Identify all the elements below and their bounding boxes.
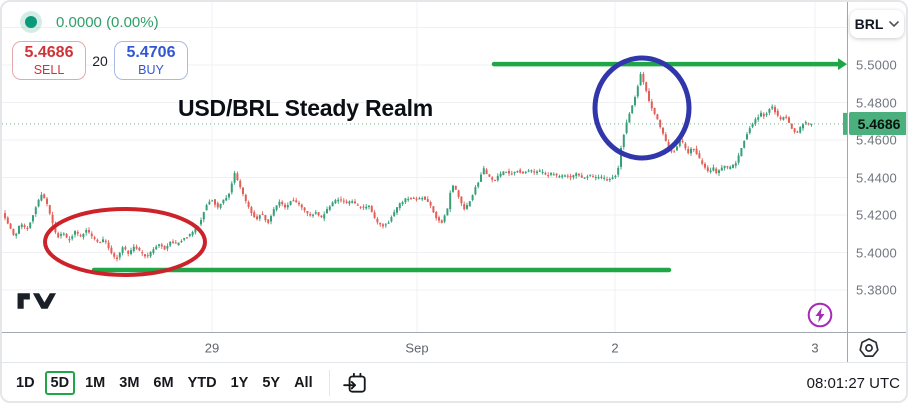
price-axis-label: 5.3800 [856, 282, 897, 298]
buy-label: BUY [138, 62, 164, 77]
range-selector: 1D 5D 1M 3M 6M YTD 1Y 5Y All [2, 370, 313, 396]
price-axis-label: 5.4600 [856, 132, 897, 148]
price-change-text: 0.0000 (0.00%) [56, 14, 159, 31]
range-button-3m[interactable]: 3M [119, 374, 140, 391]
chevron-down-icon [889, 21, 900, 27]
tradingview-logo-icon[interactable] [16, 289, 56, 313]
time-axis-label: 2 [611, 340, 619, 355]
range-button-5d[interactable]: 5D [44, 370, 76, 396]
range-button-1y[interactable]: 1Y [230, 374, 249, 391]
price-axis-label: 5.5000 [856, 57, 897, 73]
change-percent: (0.00%) [106, 13, 159, 31]
order-buttons-row: 5.4686 SELL 20 5.4706 BUY [12, 41, 188, 80]
currency-selector-value: BRL [854, 16, 884, 32]
price-axis[interactable]: 5.4686 5.5000 5.4800 5.4600 5.4400 5.4200 5.4… [847, 2, 906, 332]
price-axis-label: 5.4000 [856, 245, 897, 260]
time-axis-label: 29 [204, 340, 220, 355]
range-button-ytd[interactable]: YTD [187, 374, 217, 391]
buy-button[interactable]: 5.4706 BUY [114, 41, 188, 80]
red-ellipse-annotation[interactable] [43, 207, 207, 277]
time-axis-label: Sep [405, 340, 429, 355]
gear-icon[interactable] [858, 337, 880, 359]
buy-price: 5.4706 [126, 44, 176, 62]
range-button-all[interactable]: All [294, 374, 313, 391]
spread-value: 20 [92, 52, 108, 69]
range-button-1m[interactable]: 1M [85, 374, 106, 391]
chart-area[interactable] [2, 2, 847, 332]
last-price-label: 5.4686 [849, 112, 906, 136]
utc-clock: 08:01:27 UTC [806, 374, 900, 392]
range-button-5y[interactable]: 5Y [262, 374, 281, 391]
time-axis[interactable]: 29 Sep 2 3 [2, 332, 906, 363]
go-to-date-button[interactable] [342, 370, 368, 396]
sell-price: 5.4686 [24, 44, 74, 62]
sell-button[interactable]: 5.4686 SELL [12, 41, 86, 80]
price-axis-label: 5.4200 [856, 207, 897, 223]
bottom-toolbar: 1D 5D 1M 3M 6M YTD 1Y 5Y All 08:01:27 UTC [2, 362, 906, 401]
candlestick-chart [2, 2, 847, 332]
range-button-6m[interactable]: 6M [153, 374, 174, 391]
lightning-icon[interactable] [806, 301, 834, 329]
change-value: 0.0000 [56, 13, 102, 31]
currency-selector[interactable]: BRL [850, 10, 904, 38]
price-axis-label: 5.4400 [856, 170, 897, 185]
blue-circle-annotation[interactable] [592, 55, 692, 161]
price-axis-label: 5.4800 [856, 95, 897, 110]
time-axis-label: 3 [811, 340, 819, 355]
live-status-dot-icon [20, 11, 42, 33]
calendar-arrow-icon [342, 372, 366, 393]
axis-divider [847, 333, 848, 363]
range-button-1d[interactable]: 1D [16, 374, 35, 391]
toolbar-divider [328, 370, 330, 396]
quote-change-row: 0.0000 (0.00%) [20, 10, 159, 34]
sell-label: SELL [33, 62, 65, 77]
chart-title: USD/BRL Steady Realm [178, 95, 434, 121]
